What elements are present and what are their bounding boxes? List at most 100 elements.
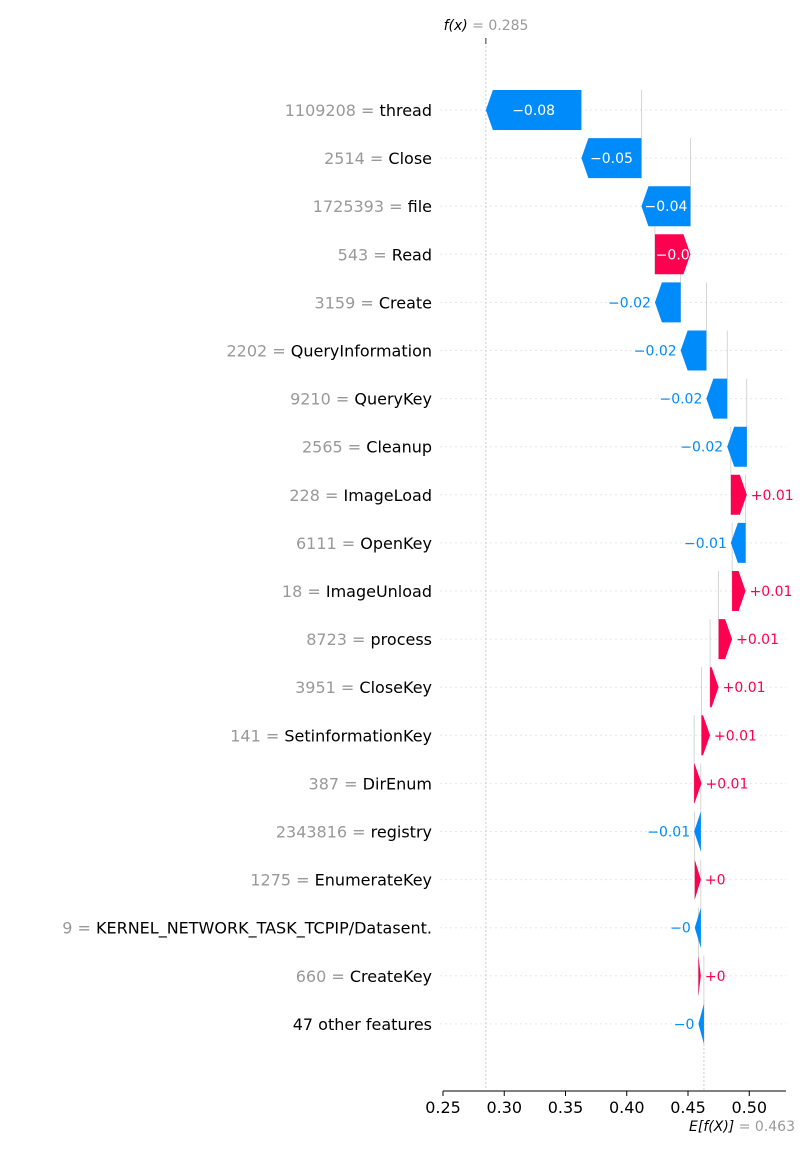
bar-value-label: −0 [674, 1017, 695, 1033]
x-tick-label: 0.40 [609, 1098, 645, 1117]
bar-value-label: +0.01 [736, 632, 779, 648]
feature-label: 2202 = QueryInformation [226, 342, 432, 361]
feature-label: 1275 = EnumerateKey [250, 871, 432, 890]
feature-name: ImageLoad [344, 486, 433, 505]
waterfall-bar [701, 715, 711, 756]
feature-value: 660 = [296, 967, 350, 986]
feature-value: 228 = [289, 486, 343, 505]
feature-label: 9210 = QueryKey [290, 390, 432, 409]
feature-label: 47 other features [293, 1015, 432, 1034]
feature-value: 2202 = [226, 342, 290, 361]
feature-label: 1109208 = thread [285, 101, 432, 120]
feature-label: 543 = Read [338, 245, 432, 264]
feature-name: file [408, 197, 432, 216]
feature-label: 9 = KERNEL_NETWORK_TASK_TCPIP/Datasent. [62, 919, 432, 939]
waterfall-bar [641, 186, 691, 227]
feature-label: 3951 = CloseKey [295, 678, 432, 697]
waterfall-bar [694, 763, 702, 804]
feature-name: registry [371, 823, 432, 842]
bar-value-label: −0.01 [647, 825, 690, 841]
feature-name: Cleanup [366, 438, 432, 457]
waterfall-bar [694, 907, 701, 948]
feature-label: 228 = ImageLoad [289, 486, 432, 505]
ex-annotation: E[f(X)] = 0.463 [689, 1119, 795, 1135]
feature-name: CreateKey [350, 967, 432, 986]
waterfall-bar [730, 522, 746, 563]
bar-value-label: +0 [705, 969, 726, 985]
feature-value: 1275 = [250, 871, 314, 890]
feature-label: 660 = CreateKey [296, 967, 432, 986]
bar-value-label: +0.01 [751, 488, 794, 504]
ex-label: E[f(X)] [689, 1119, 734, 1135]
feature-value: 9210 = [290, 390, 354, 409]
feature-name: process [371, 630, 432, 649]
feature-label: 387 = DirEnum [309, 774, 432, 793]
waterfall-bar [680, 330, 707, 371]
feature-label: 18 = ImageUnload [282, 582, 432, 601]
x-tick-label: 0.25 [425, 1098, 461, 1117]
feature-value: 543 = [338, 245, 392, 264]
feature-value: 3159 = [315, 293, 379, 312]
waterfall-bar [694, 811, 701, 852]
feature-name: 47 other features [293, 1015, 432, 1034]
feature-labels: 1109208 = thread 2514 = Close 1725393 = fi… [62, 101, 432, 1034]
feature-label: 6111 = OpenKey [296, 534, 432, 553]
bar-value-label: +0 [705, 873, 726, 889]
feature-value: 2514 = [324, 149, 388, 168]
x-tick-label: 0.30 [486, 1098, 522, 1117]
waterfall-bar [698, 1003, 704, 1044]
bar-value-label: −0.02 [634, 344, 677, 360]
feature-value: 3951 = [295, 678, 359, 697]
waterfall-bar [718, 619, 733, 660]
bar-value-label: −0.02 [659, 392, 702, 408]
bar-value-label: −0 [670, 921, 691, 937]
waterfall-bar [727, 426, 747, 467]
waterfall-bar [485, 90, 582, 130]
feature-name: Close [388, 149, 432, 168]
feature-value: 18 = [282, 582, 326, 601]
waterfall-bar [654, 282, 681, 323]
feature-value: 387 = [309, 774, 363, 793]
feature-name: DirEnum [363, 774, 432, 793]
feature-value: 2343816 = [276, 823, 371, 842]
fx-annotation: f(x) = 0.285 [444, 18, 529, 34]
waterfall-bar [730, 474, 747, 515]
feature-value: 141 = [230, 726, 284, 745]
bar-value-label: −0.01 [684, 536, 727, 552]
waterfall-bar [706, 378, 728, 419]
waterfall-bar [581, 138, 642, 179]
feature-name: Create [379, 293, 432, 312]
header-annotations: f(x) = 0.285 E[f(X)] = 0.463 [444, 18, 795, 1135]
feature-name: CloseKey [359, 678, 432, 697]
bar-value-label: +0.01 [750, 584, 793, 600]
bars: −0.08 −0.05 −0.04 −0.0 −0.02 −0.02 −0.02 −0.02 +… [485, 90, 794, 1044]
x-axis: 0.25 0.30 0.35 0.40 0.45 0.50 [425, 1090, 786, 1117]
bar-value-label: −0.08 [512, 103, 555, 119]
feature-label: 3159 = Create [315, 293, 432, 312]
waterfall-bar [710, 667, 719, 708]
x-tick-label: 0.35 [548, 1098, 584, 1117]
feature-label: 141 = SetinformationKey [230, 726, 432, 745]
feature-value: 8723 = [306, 630, 370, 649]
waterfall-bar [694, 859, 701, 900]
gridlines [440, 90, 786, 1044]
bar-value-label: −0.02 [608, 295, 651, 311]
feature-name: QueryInformation [291, 342, 432, 361]
reference-lines [485, 38, 705, 1090]
bar-value-label: +0.01 [705, 776, 748, 792]
feature-name: KERNEL_NETWORK_TASK_TCPIP/Datasent. [96, 919, 432, 939]
waterfall-bar [654, 234, 691, 275]
feature-name: ImageUnload [326, 582, 432, 601]
bar-value-label: −0.04 [644, 199, 687, 215]
feature-value: 6111 = [296, 534, 360, 553]
feature-value: 9 = [62, 919, 96, 938]
fx-label: f(x) [444, 18, 468, 34]
waterfall-bar [698, 955, 701, 996]
bar-value-label: −0.02 [680, 440, 723, 456]
feature-label: 8723 = process [306, 630, 432, 649]
feature-value: 1109208 = [285, 101, 380, 120]
bar-value-label: −0.0 [656, 247, 690, 263]
feature-label: 2565 = Cleanup [302, 438, 432, 457]
bar-value-label: −0.05 [590, 151, 633, 167]
